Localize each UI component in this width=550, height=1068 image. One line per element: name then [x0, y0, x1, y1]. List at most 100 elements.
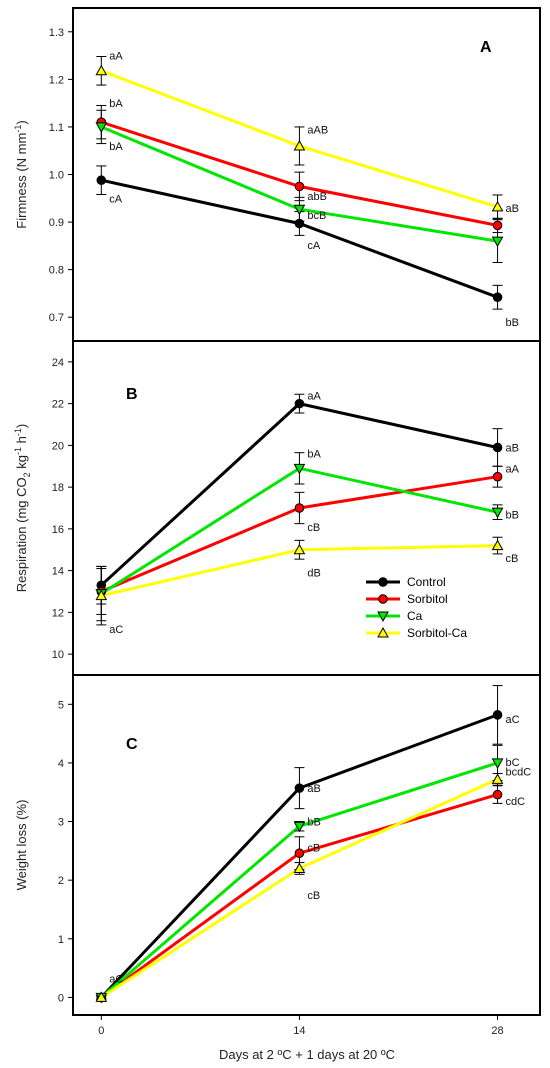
data-point-sorbitol-ca: [293, 139, 306, 151]
data-point-sorbitol-ca: [491, 539, 504, 551]
significance-label: dB: [307, 568, 320, 580]
y-tick-label: 0.8: [49, 265, 64, 277]
data-point-control: [96, 175, 107, 186]
y-tick-label: 0.7: [49, 312, 64, 324]
y-tick-label: 10: [52, 649, 64, 661]
significance-label: aC: [109, 974, 123, 986]
x-tick-label: 28: [491, 1025, 503, 1037]
legend: Control Sorbitol Ca Sorbitol-Ca: [366, 575, 467, 640]
significance-label: bB: [506, 509, 519, 521]
significance-label: aA: [109, 51, 123, 63]
data-point-control: [492, 442, 503, 453]
data-point-sorbitol: [492, 789, 503, 800]
significance-label: bA: [109, 141, 123, 153]
legend-marker: [378, 594, 388, 604]
legend-label: Control: [407, 575, 446, 589]
legend-entry-ca: Ca: [366, 609, 423, 623]
y-tick-label: 1.1: [49, 122, 64, 134]
significance-label: aB: [307, 783, 320, 795]
panel-frame: [72, 674, 541, 1016]
legend-entry-sorbitol: Sorbitol: [366, 592, 448, 606]
legend-label: Sorbitol-Ca: [407, 626, 467, 640]
legend-entry-sorbitol-ca: Sorbitol-Ca: [366, 626, 467, 640]
data-point-sorbitol: [294, 503, 305, 513]
significance-label: aC: [506, 714, 520, 726]
significance-label: bC: [506, 757, 520, 769]
significance-label: aB: [506, 442, 519, 454]
y-tick-label: 12: [52, 607, 64, 619]
data-point-control: [294, 218, 305, 229]
y-axis-title: Respiration (mg CO2 kg-1 h-1): [13, 424, 32, 592]
data-point-sorbitol-ca: [491, 200, 504, 212]
significance-label: aA: [506, 463, 520, 475]
y-tick-label: 22: [52, 399, 64, 411]
data-point-sorbitol: [294, 848, 305, 859]
y-tick-label: 1.0: [49, 170, 64, 182]
significance-label: bcdC: [506, 767, 532, 779]
x-axis-title: Days at 2 ºC + 1 days at 20 ºC: [219, 1047, 395, 1062]
y-tick-label: 14: [52, 566, 64, 578]
significance-label: bA: [307, 449, 321, 461]
data-point-ca: [491, 758, 504, 769]
x-tick-label: 0: [98, 1025, 104, 1037]
significance-label: bB: [307, 817, 320, 829]
panel-letter: C: [126, 736, 138, 753]
data-point-sorbitol: [294, 181, 305, 192]
data-point-ca: [293, 463, 306, 475]
y-tick-label: 1: [58, 934, 64, 946]
significance-label: bB: [506, 317, 519, 329]
panel-c: 0 1 2 3 4 5 Weight loss (%) CaC aB bB cB cB aC bCbcdC…: [14, 674, 541, 1016]
y-tick-label: 3: [58, 817, 64, 829]
panel-b: 10 12 14 16 18 20 22 24 Respiration (mg CO2 kg-1…: [13, 340, 541, 676]
panel-letter: A: [480, 39, 492, 56]
significance-label: cB: [307, 522, 320, 534]
significance-label: cB: [307, 890, 320, 902]
significance-label: cB: [307, 842, 320, 854]
data-point-control: [294, 398, 305, 409]
data-point-sorbitol: [492, 471, 503, 482]
data-point-control: [492, 292, 503, 303]
data-point-sorbitol-ca: [95, 589, 108, 601]
significance-label: abB: [307, 191, 327, 203]
data-point-sorbitol-ca: [293, 862, 306, 873]
data-point-control: [492, 710, 503, 720]
y-tick-label: 0: [58, 992, 64, 1004]
y-tick-label: 18: [52, 482, 64, 494]
significance-label: cA: [109, 193, 123, 205]
panel-letter: B: [126, 386, 138, 403]
legend-entry-control: Control: [366, 575, 446, 589]
legend-label: Ca: [407, 609, 423, 623]
y-tick-label: 1.2: [49, 74, 64, 86]
y-tick-label: 20: [52, 440, 64, 452]
significance-label: cdC: [506, 796, 526, 808]
legend-marker: [377, 611, 389, 623]
data-point-sorbitol-ca: [293, 543, 306, 555]
y-tick-label: 1.3: [49, 27, 64, 39]
y-tick-label: 0.9: [49, 217, 64, 229]
significance-label: bcB: [307, 210, 326, 222]
data-point-ca: [95, 122, 108, 133]
y-tick-label: 4: [58, 758, 64, 770]
data-point-sorbitol: [492, 220, 503, 231]
legend-marker: [377, 626, 389, 638]
significance-label: cA: [307, 240, 321, 252]
panel-a: 0.7 0.8 0.9 1.0 1.1 1.2 1.3 Firmness (N mm-1) Aa…: [13, 7, 541, 342]
significance-label: cB: [506, 553, 519, 565]
y-axis-title: Firmness (N mm-1): [13, 120, 29, 228]
y-axis-title: Weight loss (%): [14, 800, 29, 891]
data-point-sorbitol-ca: [491, 773, 504, 784]
data-point-sorbitol-ca: [95, 991, 108, 1002]
y-tick-label: 5: [58, 699, 64, 711]
significance-label: aB: [506, 203, 519, 215]
data-point-ca: [293, 821, 306, 833]
y-tick-label: 2: [58, 875, 64, 887]
data-point-control: [294, 783, 305, 793]
x-tick-label: 14: [293, 1025, 305, 1037]
data-point-ca: [491, 236, 504, 248]
y-tick-label: 16: [52, 524, 64, 536]
data-point-sorbitol-ca: [95, 64, 108, 76]
legend-marker: [378, 577, 388, 587]
y-tick-label: 24: [52, 357, 64, 369]
significance-label: aAB: [307, 124, 328, 136]
